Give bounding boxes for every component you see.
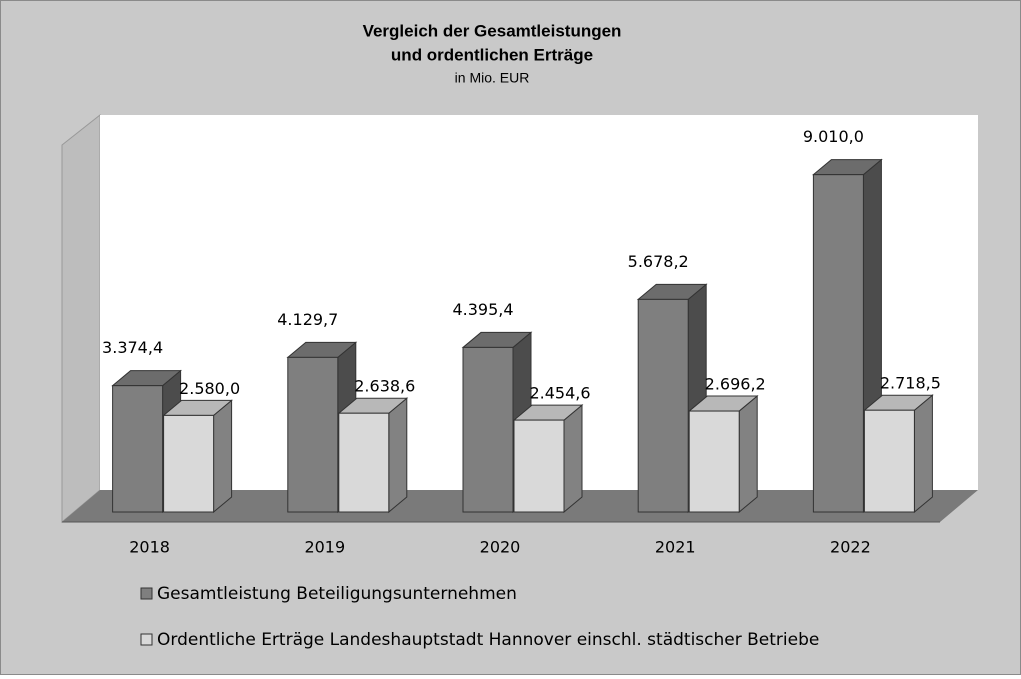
data-label: 2.454,6: [529, 384, 590, 403]
bar: [688, 410, 740, 513]
chart-title: Vergleich der Gesamtleistungen: [363, 21, 622, 40]
chart-title: und ordentlichen Erträge: [391, 45, 593, 64]
chart-subtitle: in Mio. EUR: [455, 70, 530, 86]
bar-side: [738, 394, 758, 514]
data-label: 2.696,2: [705, 375, 766, 394]
bar: [338, 412, 390, 513]
data-label: 4.129,7: [277, 310, 338, 329]
x-tick-label: 2018: [129, 538, 170, 557]
bar: [863, 409, 915, 513]
x-tick-label: 2022: [830, 538, 871, 557]
data-label: 2.718,5: [880, 374, 941, 393]
bar: [287, 356, 339, 513]
legend-label: Ordentliche Erträge Landeshauptstadt Han…: [157, 630, 819, 650]
bar: [163, 414, 215, 513]
data-label: 5.678,2: [628, 252, 689, 271]
bar-side: [388, 397, 408, 514]
data-label: 2.580,0: [179, 379, 240, 398]
bar: [462, 346, 514, 513]
x-tick-label: 2021: [655, 538, 696, 557]
data-label: 3.374,4: [102, 338, 163, 357]
legend-label: Gesamtleistung Beteiligungsunternehmen: [157, 584, 517, 604]
legend-swatch: [140, 633, 153, 646]
side-wall: [61, 113, 101, 524]
bar-side: [563, 404, 583, 514]
bar: [637, 298, 689, 513]
bar: [112, 385, 164, 513]
data-label: 4.395,4: [452, 300, 513, 319]
data-label: 9.010,0: [803, 127, 864, 146]
legend-swatch: [140, 587, 153, 600]
bar-side: [913, 394, 933, 514]
x-tick-label: 2020: [480, 538, 521, 557]
bar: [812, 174, 864, 513]
bar: [513, 419, 565, 513]
data-label: 2.638,6: [354, 377, 415, 396]
bar-side: [213, 399, 233, 514]
x-tick-label: 2019: [304, 538, 345, 557]
